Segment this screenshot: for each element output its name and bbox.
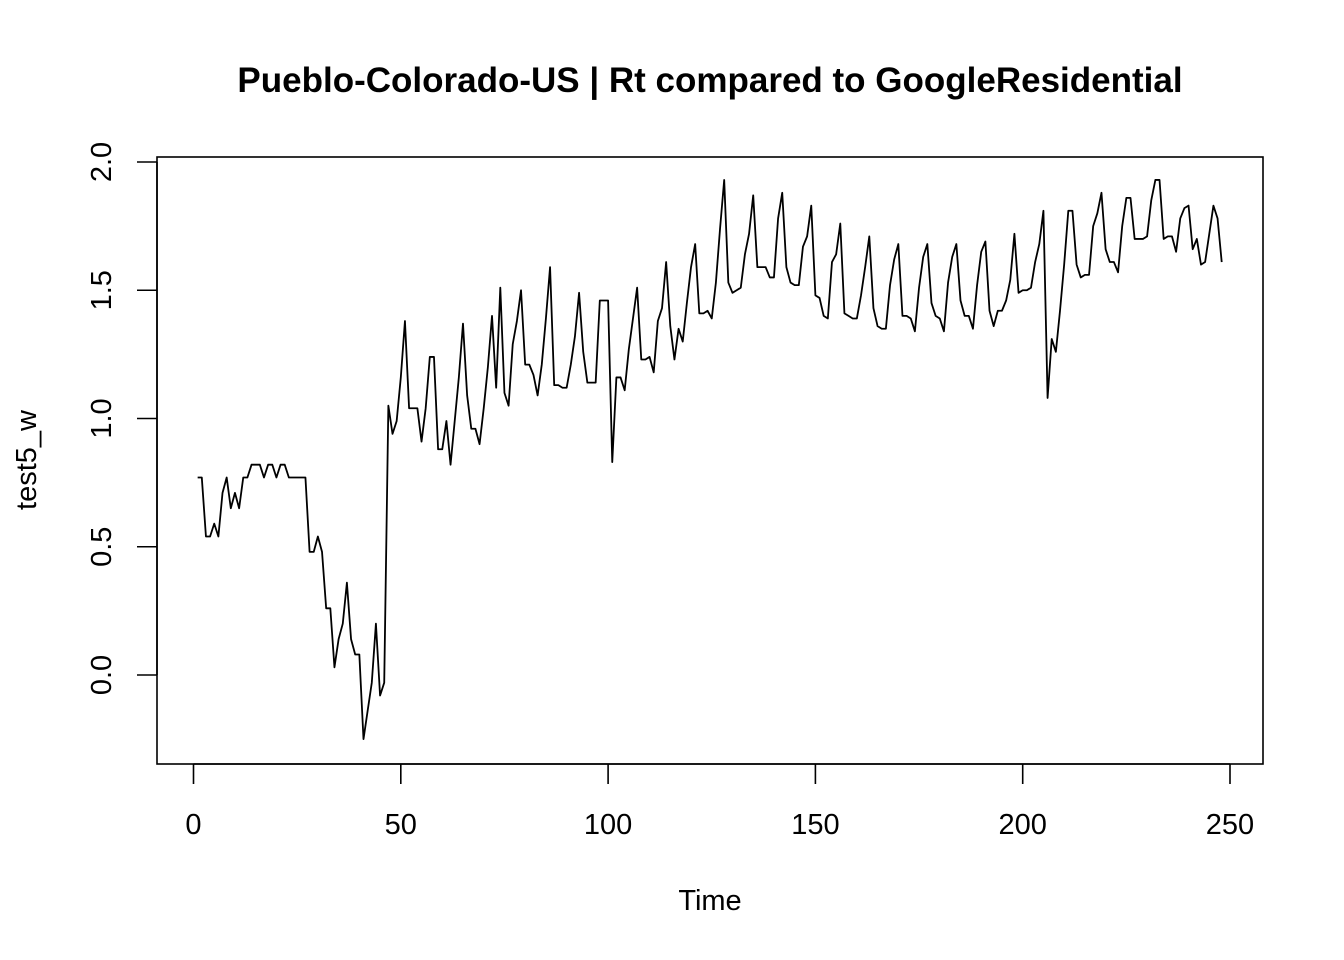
y-axis: 0.0 0.5 1.0 1.5 2.0 bbox=[86, 142, 158, 695]
plot-frame bbox=[156, 156, 1264, 765]
x-tick-label: 0 bbox=[185, 809, 201, 841]
x-axis-label: Time bbox=[678, 885, 741, 917]
x-tick-label: 100 bbox=[584, 809, 632, 841]
y-tick-label: 0.0 bbox=[86, 655, 118, 695]
y-tick-label: 1.0 bbox=[86, 398, 118, 438]
x-tick-label: 50 bbox=[385, 809, 417, 841]
y-tick-label: 0.5 bbox=[86, 527, 118, 567]
chart-title: Pueblo-Colorado-US | Rt compared to Goog… bbox=[237, 61, 1182, 100]
series-line bbox=[197, 179, 1223, 741]
y-tick-label: 2.0 bbox=[86, 142, 118, 182]
y-axis-label: test5_w bbox=[11, 409, 43, 510]
x-tick-label: 150 bbox=[791, 809, 839, 841]
x-tick-label: 250 bbox=[1206, 809, 1254, 841]
x-tick-label: 200 bbox=[999, 809, 1047, 841]
x-axis: 0 50 100 150 200 250 bbox=[185, 763, 1254, 841]
y-tick-label: 1.5 bbox=[86, 270, 118, 310]
